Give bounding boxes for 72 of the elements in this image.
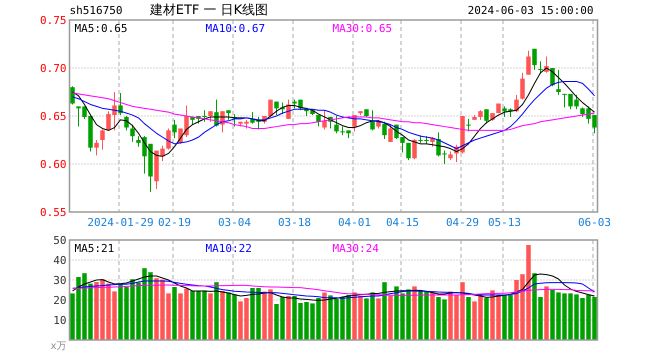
candlestick — [322, 110, 327, 130]
x-tick-label: 2024-01-29 — [87, 216, 154, 229]
x-tick-label: 06-03 — [578, 216, 612, 229]
bar — [214, 282, 219, 340]
bar — [466, 297, 471, 340]
candlestick — [268, 99, 273, 118]
candlestick — [388, 124, 393, 142]
x-tick-label: 03-18 — [278, 216, 312, 229]
candlestick — [484, 108, 489, 124]
y-tick-label: 0.55 — [40, 206, 66, 219]
text: MA30:0.65 — [332, 22, 392, 35]
text: sh516750 — [70, 4, 122, 17]
candlestick — [412, 138, 417, 160]
line-series — [72, 68, 595, 157]
bar — [208, 293, 213, 340]
x-tick-label: 03-04 — [218, 216, 252, 229]
bar — [484, 298, 489, 340]
x-tick-label: 04-01 — [338, 216, 372, 229]
candlestick — [478, 110, 483, 120]
bar — [220, 291, 225, 340]
text: MA5:21 — [74, 242, 114, 255]
y-axis-title: x万 — [50, 341, 66, 352]
text: MA10:22 — [206, 242, 252, 255]
line-series — [72, 280, 595, 299]
candlestick — [514, 94, 519, 113]
y-tick-label: 0.60 — [40, 158, 66, 171]
x-tick-label: 04-15 — [386, 216, 420, 229]
candlestick — [94, 140, 99, 156]
bar — [412, 286, 417, 340]
candlestick — [130, 124, 135, 142]
y-tick-label: 40 — [53, 254, 66, 267]
bar — [388, 296, 393, 340]
candlestick — [316, 114, 321, 128]
line-series — [72, 274, 595, 301]
y-tick-label: 30 — [53, 274, 66, 287]
bar — [286, 296, 291, 340]
candlestick — [382, 121, 387, 140]
candlestick — [370, 110, 375, 131]
candlestick — [526, 50, 531, 76]
candlestick — [208, 110, 213, 122]
candlestick — [166, 128, 171, 150]
y-tick-label: 20 — [53, 294, 66, 307]
bar — [172, 287, 177, 340]
candlestick — [556, 69, 561, 96]
candlestick — [406, 142, 411, 161]
bar — [322, 292, 327, 340]
y-tick-label: 0.65 — [40, 110, 66, 123]
bar — [430, 292, 435, 340]
text: MA5:0.65 — [74, 22, 128, 35]
bar — [376, 298, 381, 340]
candlestick — [172, 119, 177, 139]
x-tick-label: 05-13 — [488, 216, 522, 229]
y-tick-label: 0.75 — [40, 14, 66, 27]
candlestick — [538, 60, 543, 74]
x-tick-label: 04-29 — [446, 216, 480, 229]
y-tick-label: 10 — [53, 314, 66, 327]
text: MA10:0.67 — [206, 22, 266, 35]
chart-title: 建材ETF 一 日K线图 — [148, 3, 268, 18]
line-series — [72, 284, 595, 296]
y-tick-label: 50 — [53, 234, 66, 247]
candlestick — [334, 116, 339, 134]
x-tick-label: 02-19 — [158, 216, 192, 229]
y-tick-label: 0.70 — [40, 62, 66, 75]
candlestick — [100, 128, 105, 150]
text: 2024-06-03 15:00:00 — [468, 4, 594, 17]
candlestick — [532, 48, 537, 70]
text: MA30:24 — [332, 242, 380, 255]
bar — [382, 282, 387, 340]
candlestick — [466, 118, 471, 132]
candlestick — [226, 110, 231, 120]
candlestick — [520, 72, 525, 100]
bar — [544, 286, 549, 340]
